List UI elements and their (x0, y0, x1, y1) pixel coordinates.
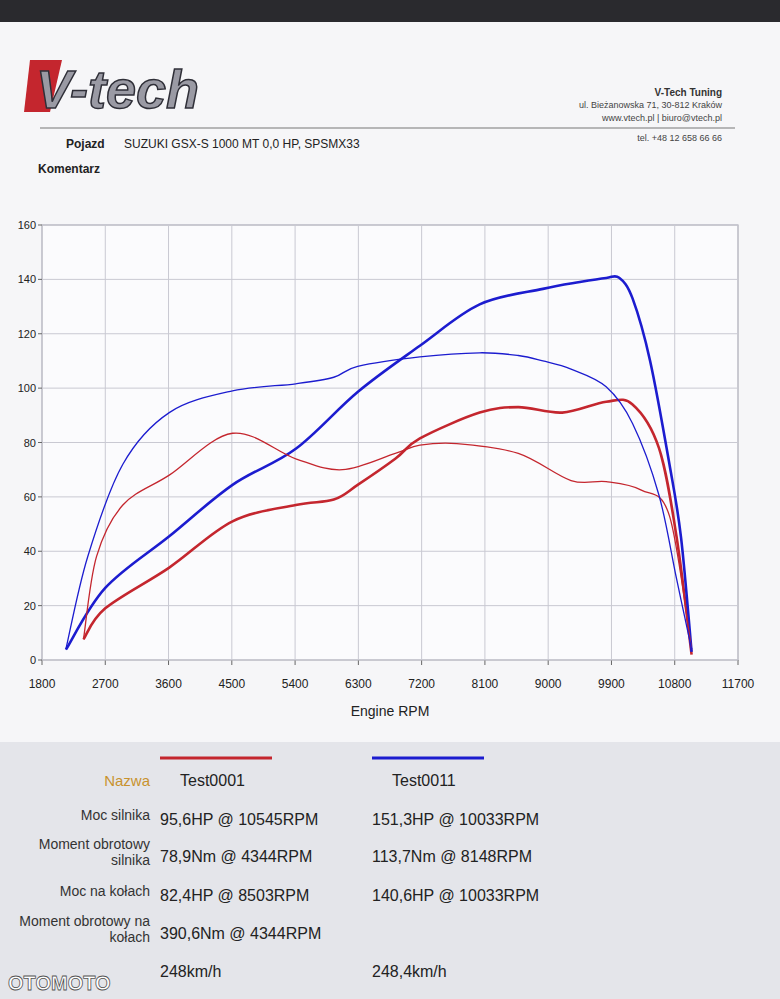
row-label: Moc silnika (81, 807, 150, 823)
tick-x (611, 660, 612, 665)
series-line (66, 353, 692, 649)
tick-label-x: 1800 (29, 677, 56, 691)
legend-swatch (160, 757, 272, 760)
tick-x (738, 660, 739, 665)
tick-x (295, 660, 296, 665)
tick-y (38, 442, 42, 443)
tick-label-y: 160 (18, 219, 36, 231)
background (0, 0, 780, 999)
row-value: 95,6HP @ 10545RPM (160, 811, 318, 828)
tick-label-x: 7200 (408, 677, 435, 691)
tick-y (38, 660, 42, 661)
tick-x (168, 660, 169, 665)
comment-label: Komentarz (38, 162, 100, 176)
tick-label-x: 11700 (722, 677, 755, 691)
tick-x (42, 660, 43, 665)
tick-y (38, 225, 42, 226)
results-header: Nazwa (104, 772, 151, 789)
row-label: Moc na kołach (60, 883, 150, 899)
tick-x (105, 660, 106, 665)
screen-bezel (0, 0, 780, 22)
legend-swatch (372, 757, 484, 760)
series-group (66, 276, 692, 654)
grid-line-y (42, 279, 738, 280)
legend-label: Test0011 (392, 772, 456, 789)
tick-x (484, 660, 485, 665)
vehicle: SUZUKI GSX-S 1000 MT 0,0 HP, SPSMX33 (124, 137, 360, 151)
grid-line-y (42, 442, 738, 443)
tick-label-y: 80 (24, 437, 36, 449)
row-label-line: Moment obrotowy (39, 836, 150, 852)
tick-label-x: 9900 (598, 677, 625, 691)
row-value: 140,6HP @ 10033RPM (372, 887, 539, 904)
row-label: Moment obrotowysilnika (39, 836, 150, 868)
row-label-line: Moment obrotowy na (19, 913, 150, 929)
tick-label-x: 3600 (155, 677, 182, 691)
series-line (83, 400, 691, 655)
address: ul. Bieżanowska 71, 30-812 Kraków (579, 100, 723, 110)
tick-y (38, 496, 42, 497)
tick-label-y: 120 (18, 328, 36, 340)
legend-label: Test0001 (180, 772, 245, 789)
row-value: 248,4km/h (372, 963, 447, 980)
tick-y (38, 605, 42, 606)
tick-label-y: 140 (18, 273, 36, 285)
row-value: 82,4HP @ 8503RPM (160, 887, 309, 904)
row-value: 151,3HP @ 10033RPM (372, 811, 539, 828)
tick-label-x: 9000 (535, 677, 562, 691)
row-value: 390,6Nm @ 4344RPM (160, 925, 321, 942)
tick-label-x: 2700 (92, 677, 119, 691)
x-axis-title: Engine RPM (351, 703, 430, 719)
contact: www.vtech.pl | biuro@vtech.pl (601, 113, 722, 123)
company: V-Tech Tuning (655, 87, 722, 98)
tick-label-y: 100 (18, 382, 36, 394)
grid-line-y (42, 333, 738, 334)
report-sheet (0, 22, 780, 742)
tick-label-x: 6300 (345, 677, 372, 691)
page: V-tech V-Tech Tuning ul. Bieżanowska 71, 3… (0, 0, 780, 999)
tick-label-x: 5400 (282, 677, 309, 691)
tick-label-y: 20 (24, 600, 36, 612)
tick-label-y: 0 (30, 654, 36, 666)
row-label-line: Moc na kołach (60, 883, 150, 899)
tick-x (548, 660, 549, 665)
tick-x (674, 660, 675, 665)
header-rule (40, 128, 735, 129)
grid-line-y (42, 551, 738, 552)
grid-line-y (42, 225, 738, 226)
tick-x (421, 660, 422, 665)
results-panel (0, 742, 780, 999)
tick-x (358, 660, 359, 665)
row-label-line: kołach (110, 929, 150, 945)
vehicle-label: Pojazd (66, 137, 105, 151)
row-label-line: silnika (111, 852, 150, 868)
phone: tel. +48 12 658 66 66 (637, 133, 722, 143)
watermark: OTOMOTO (8, 972, 111, 994)
series-line (66, 276, 692, 652)
tick-label-y: 60 (24, 491, 36, 503)
row-value: 113,7Nm @ 8148RPM (372, 848, 532, 865)
plot-frame (42, 225, 738, 660)
tick-y (38, 279, 42, 280)
tick-x (231, 660, 232, 665)
tick-label-x: 10800 (658, 677, 692, 691)
grid-line-y (42, 605, 738, 606)
tick-y (38, 333, 42, 334)
tick-label-x: 4500 (218, 677, 245, 691)
row-label-line: Moc silnika (81, 807, 150, 823)
row-value: 248km/h (160, 963, 221, 980)
tick-label-y: 40 (24, 545, 36, 557)
series-line (83, 433, 691, 649)
grid-line-y (42, 388, 738, 389)
logo: V-tech (36, 59, 199, 119)
grid-line-y (42, 496, 738, 497)
tick-label-x: 8100 (472, 677, 499, 691)
tick-y (38, 551, 42, 552)
row-value: 78,9Nm @ 4344RPM (160, 848, 312, 865)
tick-y (38, 388, 42, 389)
row-label: Moment obrotowy nakołach (19, 913, 150, 945)
grid-line-y (42, 660, 738, 661)
